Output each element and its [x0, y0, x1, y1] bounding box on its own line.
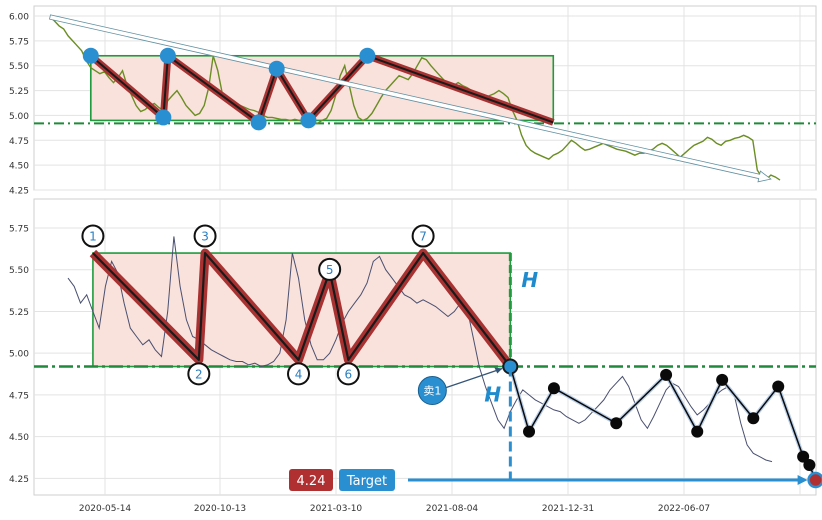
pattern-point-circle [287, 362, 311, 386]
bottom-zigzag-inner [92, 251, 512, 368]
top-panel-y-ticks: 6.00 5.75 5.50 5.25 5.00 4.75 4.50 4.25 [9, 13, 29, 197]
bottom-price-path [67, 236, 773, 463]
bottom-pattern-zigzag [89, 248, 514, 370]
projection-dot [716, 373, 729, 386]
bottom-y-tick-label: 4.25 [9, 475, 29, 485]
projection-dot [547, 382, 560, 395]
top-pattern-dots [82, 47, 376, 131]
top-pattern-dot [250, 114, 267, 131]
height-label-lower: H [484, 383, 501, 407]
bottom-x-tick-label: 2021-03-10 [310, 504, 363, 514]
target-value-badge [289, 468, 333, 491]
projection-dot [797, 450, 810, 463]
top-pattern-dot [82, 47, 99, 64]
top-y-tick-label: 4.25 [9, 187, 29, 197]
bottom-x-tick-label: 2021-08-04 [426, 504, 479, 514]
bottom-x-tick-label: 2020-10-13 [194, 504, 246, 514]
top-y-tick-label: 5.25 [9, 87, 29, 97]
bottom-panel-x-ticks: 2020-05-14 2020-10-13 2021-03-10 2021-08-04… [79, 504, 710, 514]
bottom-pattern-labels: 1 2 3 4 5 6 7 [81, 224, 435, 386]
sell-marker-label: 卖1 [423, 385, 441, 398]
top-zigzag-inner [90, 54, 554, 124]
bottom-y-tick-label: 4.75 [9, 391, 29, 401]
bottom-y-tick-label: 4.50 [9, 433, 29, 443]
pattern-point-circle [193, 224, 217, 248]
projection-dot [803, 458, 816, 471]
target-point [807, 471, 822, 489]
pattern-point-label: 6 [345, 367, 353, 381]
bottom-y-tick-label: 5.00 [9, 350, 29, 360]
projection-dot [772, 380, 785, 393]
top-pattern-zigzag [88, 52, 555, 126]
bottom-x-tick-label: 2021-12-31 [542, 504, 594, 514]
bottom-annotations: H H 卖1 4.24 Target [289, 268, 822, 491]
top-y-tick-label: 4.50 [9, 162, 29, 172]
pattern-point-circle [318, 257, 342, 281]
top-y-tick-label: 5.00 [9, 112, 29, 122]
projection-dot [747, 412, 760, 425]
bottom-projection-path [508, 365, 818, 481]
pattern-point-label: 7 [419, 230, 427, 244]
projection-dot [691, 425, 704, 438]
projection-dot [660, 368, 673, 381]
pattern-point-circle [336, 362, 360, 386]
pattern-point-label: 1 [89, 230, 97, 244]
sell-pointer-line [446, 367, 503, 389]
sell-pointer-head [494, 367, 503, 374]
bottom-x-tick-label: 2022-06-07 [658, 504, 710, 514]
pattern-point-label: 5 [326, 263, 334, 277]
pattern-point-label: 3 [201, 230, 209, 244]
pattern-point-circle [187, 362, 211, 386]
pattern-point-label: 4 [295, 367, 303, 381]
sell-marker [417, 376, 447, 406]
pattern-point-label: 2 [195, 367, 203, 381]
top-y-tick-label: 5.75 [9, 37, 29, 47]
projection-dot [523, 425, 536, 438]
bottom-x-tick-label: 2020-05-14 [79, 504, 132, 514]
target-value-text: 4.24 [297, 474, 326, 489]
bottom-price-line [67, 236, 773, 463]
height-label-upper: H [521, 268, 538, 292]
target-label-badge [339, 468, 395, 491]
top-y-tick-label: 6.00 [9, 13, 29, 23]
pattern-point-circle [81, 224, 105, 248]
bottom-y-tick-label: 5.50 [9, 266, 29, 276]
top-y-tick-label: 5.50 [9, 62, 29, 72]
top-trend-arrow [49, 14, 772, 183]
pattern-point-circle [411, 224, 435, 248]
bottom-y-tick-label: 5.25 [9, 308, 29, 318]
bottom-panel-y-ticks: 5.75 5.50 5.25 5.00 4.75 4.50 4.25 [9, 225, 29, 485]
target-label-text: Target [346, 474, 387, 489]
bottom-y-tick-label: 5.75 [9, 225, 29, 235]
top-pattern-dot [159, 47, 176, 64]
top-pattern-dot [359, 47, 376, 64]
top-pattern-dot [300, 112, 317, 129]
top-pattern-dot [155, 109, 172, 126]
top-y-tick-label: 4.75 [9, 137, 29, 147]
top-pattern-dot [268, 60, 285, 77]
top-trend-arrow-shape [49, 14, 772, 183]
target-arrow-head [797, 474, 808, 485]
projection-dot [610, 417, 623, 430]
